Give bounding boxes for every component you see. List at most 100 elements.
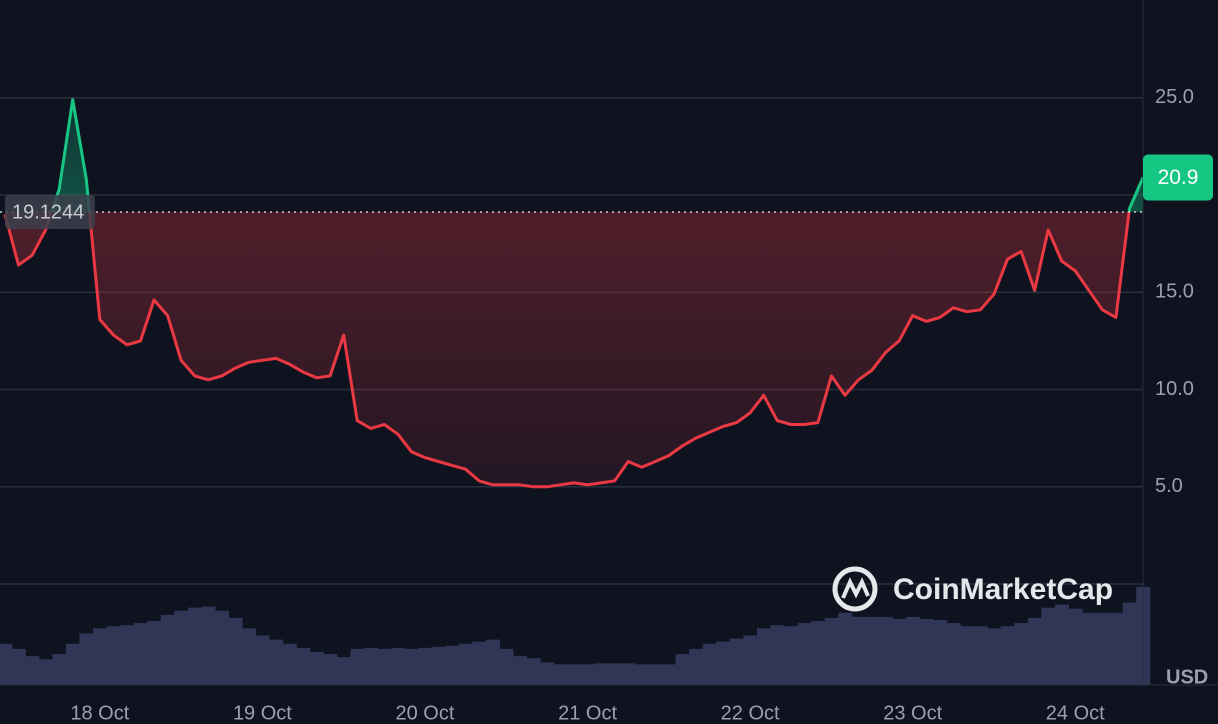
volume-bar bbox=[878, 616, 893, 685]
price-line bbox=[3, 98, 1145, 489]
volume-bar bbox=[594, 663, 609, 685]
volume-bar bbox=[662, 664, 677, 685]
volume-bar bbox=[499, 648, 514, 685]
x-tick-label: 23 Oct bbox=[883, 702, 942, 724]
x-tick-label: 21 Oct bbox=[558, 702, 617, 724]
volume-bar bbox=[79, 633, 94, 685]
volume-bar bbox=[201, 606, 216, 685]
volume-bar bbox=[838, 612, 853, 685]
volume-bar bbox=[526, 658, 541, 685]
volume-bar bbox=[1122, 602, 1137, 685]
volume-bar bbox=[445, 645, 460, 685]
volume-bar bbox=[905, 616, 920, 685]
volume-bar bbox=[282, 643, 297, 685]
volume-bar bbox=[648, 664, 663, 685]
volume-bar bbox=[973, 626, 988, 685]
volume-bar bbox=[458, 643, 473, 685]
volume-bar bbox=[946, 623, 961, 685]
price-tag-label: 20.9 bbox=[1158, 166, 1199, 189]
volume-bar bbox=[1082, 612, 1097, 685]
volume-bar bbox=[621, 663, 636, 685]
volume-bar bbox=[824, 617, 839, 685]
volume-bar bbox=[106, 626, 121, 685]
volume-bar bbox=[52, 654, 67, 685]
volume-bar bbox=[689, 648, 704, 685]
volume-bar bbox=[472, 641, 487, 685]
watermark: CoinMarketCap bbox=[832, 566, 1113, 612]
volume-bar bbox=[25, 656, 40, 685]
volume-bar bbox=[65, 643, 81, 685]
volume-bar bbox=[702, 643, 717, 685]
volume-bar bbox=[783, 626, 799, 685]
y-tick-label: 5.0 bbox=[1155, 475, 1183, 497]
volume-bar bbox=[187, 607, 202, 685]
plot-layer bbox=[3, 98, 1145, 489]
volume-bar bbox=[228, 617, 243, 685]
volume-bar bbox=[1041, 607, 1056, 685]
volume-bar bbox=[120, 625, 135, 685]
logo bbox=[841, 577, 870, 599]
volume-bar bbox=[567, 664, 582, 685]
currency-label: USD bbox=[1166, 666, 1208, 688]
baseline-label-box bbox=[5, 195, 95, 230]
volume-bar bbox=[851, 616, 866, 685]
x-tick-label: 18 Oct bbox=[70, 702, 129, 724]
volume-bar bbox=[1000, 626, 1015, 685]
volume-bar bbox=[38, 659, 53, 685]
volume-bar bbox=[933, 620, 948, 685]
y-tick-label: 10.0 bbox=[1155, 378, 1194, 400]
x-tick-label: 22 Oct bbox=[721, 702, 780, 724]
x-tick-label: 24 Oct bbox=[1046, 702, 1105, 724]
volume-bar bbox=[1095, 612, 1110, 685]
volume-bar bbox=[93, 628, 108, 685]
volume-bar bbox=[391, 647, 406, 685]
volume-layer bbox=[0, 587, 1151, 685]
volume-bar bbox=[634, 664, 650, 685]
volume-bar bbox=[811, 621, 826, 685]
volume-bar bbox=[133, 623, 148, 685]
volume-bar bbox=[553, 664, 568, 685]
volume-bar bbox=[242, 628, 257, 685]
volume-bar bbox=[756, 628, 771, 685]
volume-bar bbox=[485, 639, 500, 685]
volume-bar bbox=[160, 614, 175, 685]
volume-bar bbox=[675, 654, 690, 685]
label-layer: 19.1244 20.9 bbox=[0, 154, 1213, 230]
volume-bar bbox=[418, 647, 433, 685]
volume-bar bbox=[1054, 604, 1069, 685]
x-tick-label: 20 Oct bbox=[396, 702, 455, 724]
volume-bar bbox=[0, 643, 13, 685]
volume-bar bbox=[323, 654, 338, 685]
volume-bar bbox=[797, 623, 812, 685]
volume-bar bbox=[770, 625, 785, 685]
volume-bar bbox=[309, 651, 324, 685]
price-tag bbox=[1143, 154, 1213, 201]
volume-bar bbox=[865, 616, 880, 685]
volume-bar bbox=[377, 648, 392, 685]
volume-bar bbox=[350, 648, 365, 685]
volume-bar bbox=[404, 648, 419, 685]
volume-bar bbox=[364, 647, 379, 685]
volume-bar bbox=[1068, 608, 1083, 685]
volume-bar bbox=[336, 657, 351, 685]
volume-bar bbox=[174, 610, 189, 685]
volume-bar bbox=[919, 618, 934, 685]
volume-bar bbox=[296, 647, 311, 685]
volume-bar bbox=[11, 648, 26, 685]
price-area bbox=[5, 99, 1143, 487]
volume-bar bbox=[147, 621, 162, 685]
baseline-label: 19.1244 bbox=[12, 201, 84, 223]
volume-bar bbox=[892, 618, 907, 685]
volume-bar bbox=[743, 635, 758, 685]
volume-bar bbox=[716, 641, 731, 685]
volume-bar bbox=[729, 638, 744, 685]
volume-bar bbox=[431, 646, 446, 685]
volume-bar bbox=[580, 664, 595, 685]
volume-bar bbox=[1014, 623, 1029, 685]
y-tick-label: 25.0 bbox=[1155, 86, 1194, 108]
y-tick-label: 15.0 bbox=[1155, 281, 1194, 303]
volume-bar bbox=[987, 628, 1002, 685]
x-tick-label: 19 Oct bbox=[233, 702, 292, 724]
volume-bar bbox=[960, 626, 975, 685]
